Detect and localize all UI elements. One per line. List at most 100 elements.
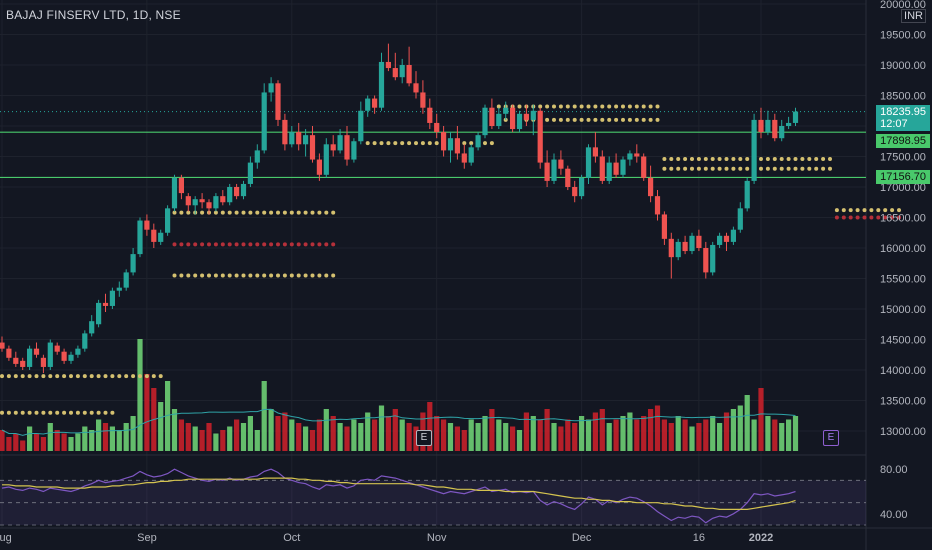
level-dot	[13, 374, 18, 379]
level-dot	[234, 273, 239, 278]
level-dot	[600, 104, 605, 109]
earnings-event-badge[interactable]: E	[416, 430, 432, 446]
level-dot	[172, 210, 177, 215]
level-dot	[262, 242, 267, 247]
volume-bar	[344, 426, 350, 451]
volume-bar	[282, 412, 288, 451]
level-dot	[144, 374, 149, 379]
candle-body	[323, 144, 329, 175]
level-dot	[545, 104, 550, 109]
level-dot	[55, 374, 60, 379]
candle-body	[496, 113, 502, 126]
level-dot	[655, 117, 660, 122]
candle-body	[392, 68, 398, 78]
candle-body	[296, 132, 302, 145]
candle-body	[565, 168, 571, 187]
level-dot	[641, 117, 646, 122]
level-dot	[41, 374, 46, 379]
level-dot	[82, 410, 87, 415]
volume-bar	[558, 426, 564, 451]
level-dot	[883, 215, 888, 220]
volume-bar	[434, 416, 440, 451]
volume-bar	[592, 412, 598, 451]
level-dot	[276, 210, 280, 215]
price-axis-label: 20000.00	[880, 0, 926, 11]
level-dot	[655, 104, 660, 109]
level-dot	[193, 273, 198, 278]
level-dot	[765, 166, 770, 171]
candle-body	[96, 302, 102, 325]
volume-bar	[689, 426, 695, 451]
level-dot	[414, 141, 418, 146]
candle-body	[144, 220, 150, 230]
level-dot	[579, 104, 584, 109]
level-dot	[538, 104, 543, 109]
level-dot	[234, 210, 239, 215]
price-axis-label: 13000.00	[880, 426, 926, 438]
candle-body	[165, 208, 171, 233]
level-dot	[241, 273, 246, 278]
level-dot	[41, 410, 46, 415]
level-dot	[234, 242, 239, 247]
level-dot	[20, 410, 25, 415]
level-dot	[282, 273, 287, 278]
volume-bar	[372, 419, 378, 451]
level-dot	[34, 374, 39, 379]
candle-body	[185, 196, 191, 206]
volume-bar	[185, 423, 191, 451]
candle-body	[654, 196, 661, 215]
level-dot	[731, 156, 736, 161]
candle-body	[710, 244, 716, 273]
candle-body	[503, 107, 509, 114]
level-dot	[745, 166, 750, 171]
level-dot	[200, 210, 205, 215]
candle-body	[337, 135, 343, 151]
volume-bar	[579, 416, 585, 451]
level-dot	[855, 208, 860, 213]
level-dot	[489, 141, 494, 146]
candle-body	[441, 132, 447, 151]
level-dot	[869, 208, 874, 213]
candle-body	[516, 113, 523, 130]
level-dot	[248, 242, 253, 247]
currency-label: INR	[901, 9, 926, 23]
earnings-event-badge-upcoming[interactable]: E	[823, 430, 839, 446]
level-dot	[848, 215, 853, 220]
level-dot	[676, 166, 681, 171]
level-dot	[572, 104, 577, 109]
volume-bar	[54, 430, 60, 451]
volume-bar	[89, 430, 95, 451]
candle-body	[365, 98, 371, 111]
volume-bar	[634, 419, 640, 451]
candle-body	[137, 220, 143, 255]
level-dot	[241, 242, 246, 247]
volume-bar	[792, 416, 799, 451]
level-dot	[27, 410, 32, 415]
level-dot	[69, 410, 73, 415]
candle-body	[234, 187, 240, 197]
level-dot	[110, 410, 115, 415]
volume-ma-line	[1, 408, 796, 436]
volume-bar	[737, 405, 743, 451]
candle-body	[192, 199, 198, 206]
price-axis-label: 15500.00	[880, 274, 926, 286]
level-dot	[331, 273, 336, 278]
volume-bar	[144, 374, 150, 451]
level-dot	[324, 242, 329, 247]
volume-bar	[696, 423, 702, 451]
level-dot	[696, 166, 701, 171]
level-price-label: 17156.70	[876, 170, 930, 184]
level-dot	[648, 117, 653, 122]
candle-body	[599, 156, 605, 181]
candle-body	[116, 287, 122, 291]
level-dot	[841, 208, 846, 213]
level-dot	[400, 141, 405, 146]
level-dot	[876, 208, 881, 213]
level-dot	[786, 166, 791, 171]
candle-body	[399, 65, 405, 78]
candle-body	[123, 272, 129, 288]
volume-bar	[82, 426, 88, 451]
candle-body	[744, 180, 750, 209]
level-dot	[207, 273, 211, 278]
